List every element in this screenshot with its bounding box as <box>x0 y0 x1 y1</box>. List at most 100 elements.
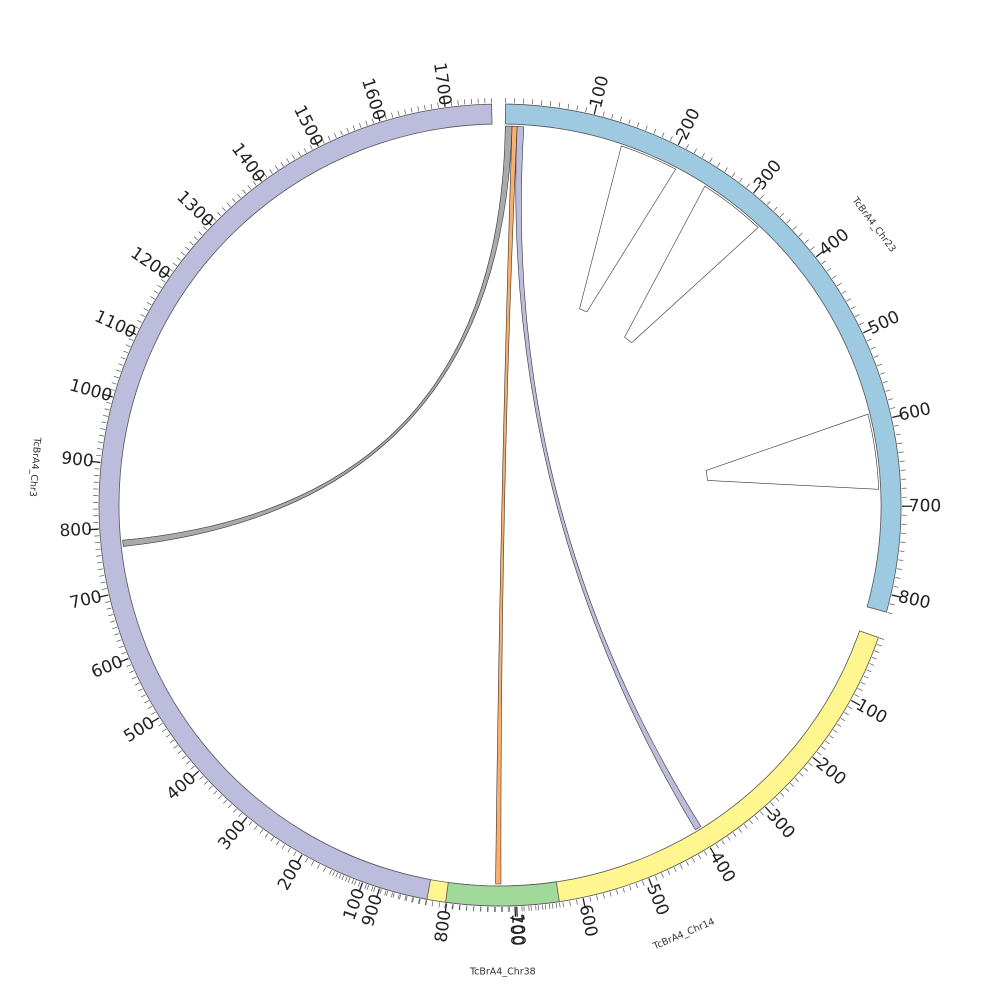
minor-tick <box>833 729 838 733</box>
minor-tick <box>96 454 102 457</box>
major-tick <box>102 393 113 398</box>
major-tick <box>190 770 200 779</box>
tick-label: 200 <box>274 856 307 894</box>
minor-tick <box>137 688 143 692</box>
minor-tick <box>555 903 558 909</box>
minor-tick <box>270 837 274 842</box>
minor-tick <box>189 241 194 246</box>
major-tick <box>313 137 319 147</box>
minor-tick <box>895 577 901 579</box>
minor-tick <box>829 735 834 739</box>
minor-tick <box>794 777 799 782</box>
minor-tick <box>96 448 102 450</box>
minor-tick <box>165 734 171 738</box>
chromosome-arc <box>445 881 560 907</box>
tick-label: 700 <box>68 587 104 614</box>
minor-tick <box>404 109 407 115</box>
major-tick <box>150 717 160 724</box>
minor-tick <box>347 877 351 883</box>
minor-tick <box>147 706 153 710</box>
tick-label: 600 <box>575 903 601 939</box>
minor-tick <box>754 815 759 820</box>
tick-label: 500 <box>120 713 158 747</box>
minor-tick <box>397 110 400 116</box>
minor-tick <box>602 111 605 117</box>
minor-tick <box>899 460 905 462</box>
minor-tick <box>653 128 657 134</box>
minor-tick <box>143 308 149 312</box>
minor-tick <box>399 894 402 900</box>
minor-tick <box>150 296 155 300</box>
minor-tick <box>203 780 209 785</box>
minor-tick <box>636 122 640 128</box>
minor-tick <box>317 864 320 869</box>
minor-tick <box>217 211 222 217</box>
minor-tick <box>137 319 142 323</box>
major-tick <box>815 250 825 258</box>
tick-label: 1000 <box>67 375 114 406</box>
minor-tick <box>780 792 785 797</box>
major-tick <box>709 847 716 857</box>
minor-tick <box>311 861 314 866</box>
minor-tick <box>452 904 454 910</box>
minor-tick <box>150 711 156 715</box>
minor-tick <box>177 750 182 754</box>
minor-tick <box>549 101 552 107</box>
minor-tick <box>857 688 863 691</box>
chromosome-label: TcBrA4_Chr23 <box>849 195 898 255</box>
minor-tick <box>895 433 901 436</box>
minor-tick <box>816 751 822 756</box>
minor-tick <box>898 451 904 453</box>
minor-tick <box>96 555 102 557</box>
minor-tick <box>384 114 387 120</box>
link-ribbon <box>122 125 513 547</box>
minor-tick <box>628 119 631 125</box>
major-tick <box>862 327 873 334</box>
tick-label: 800 <box>896 587 932 614</box>
minor-tick <box>715 843 720 849</box>
minor-tick <box>673 867 677 873</box>
minor-tick <box>841 290 847 294</box>
minor-tick <box>559 902 561 908</box>
minor-tick <box>405 896 408 902</box>
minor-tick <box>898 559 904 561</box>
minor-tick <box>340 130 343 136</box>
minor-tick <box>364 884 367 890</box>
minor-tick <box>855 314 860 318</box>
minor-tick <box>863 675 869 679</box>
minor-tick <box>100 428 106 430</box>
minor-tick <box>866 338 872 342</box>
chromosome-label: TcBrA4_Chr38 <box>469 966 536 977</box>
minor-tick <box>810 246 815 251</box>
minor-tick <box>118 363 124 366</box>
major-tick <box>753 184 761 194</box>
tick-label: 1400 <box>227 139 269 186</box>
minor-tick <box>259 829 264 834</box>
minor-tick <box>609 891 612 897</box>
minor-tick <box>410 107 413 113</box>
tick-label: 1700 <box>429 61 455 107</box>
minor-tick <box>738 828 742 833</box>
minor-tick <box>826 267 832 272</box>
minor-tick <box>101 421 107 424</box>
tick-label: 1200 <box>127 243 174 284</box>
major-tick <box>90 460 101 464</box>
minor-tick <box>334 133 337 138</box>
minor-tick <box>116 639 122 642</box>
minor-tick <box>366 884 370 890</box>
chromosome-arc <box>334 630 879 907</box>
minor-tick <box>354 880 357 886</box>
minor-tick <box>873 355 879 358</box>
minor-tick <box>198 231 203 236</box>
tick-label: 700 <box>909 496 942 516</box>
minor-tick <box>104 601 110 604</box>
minor-tick <box>661 872 664 878</box>
minor-tick <box>645 125 648 131</box>
minor-tick <box>709 157 713 163</box>
minor-tick <box>792 225 797 230</box>
tick-label: 600 <box>897 399 933 426</box>
minor-tick <box>202 226 207 231</box>
minor-tick <box>780 213 785 218</box>
minor-tick <box>106 607 112 610</box>
